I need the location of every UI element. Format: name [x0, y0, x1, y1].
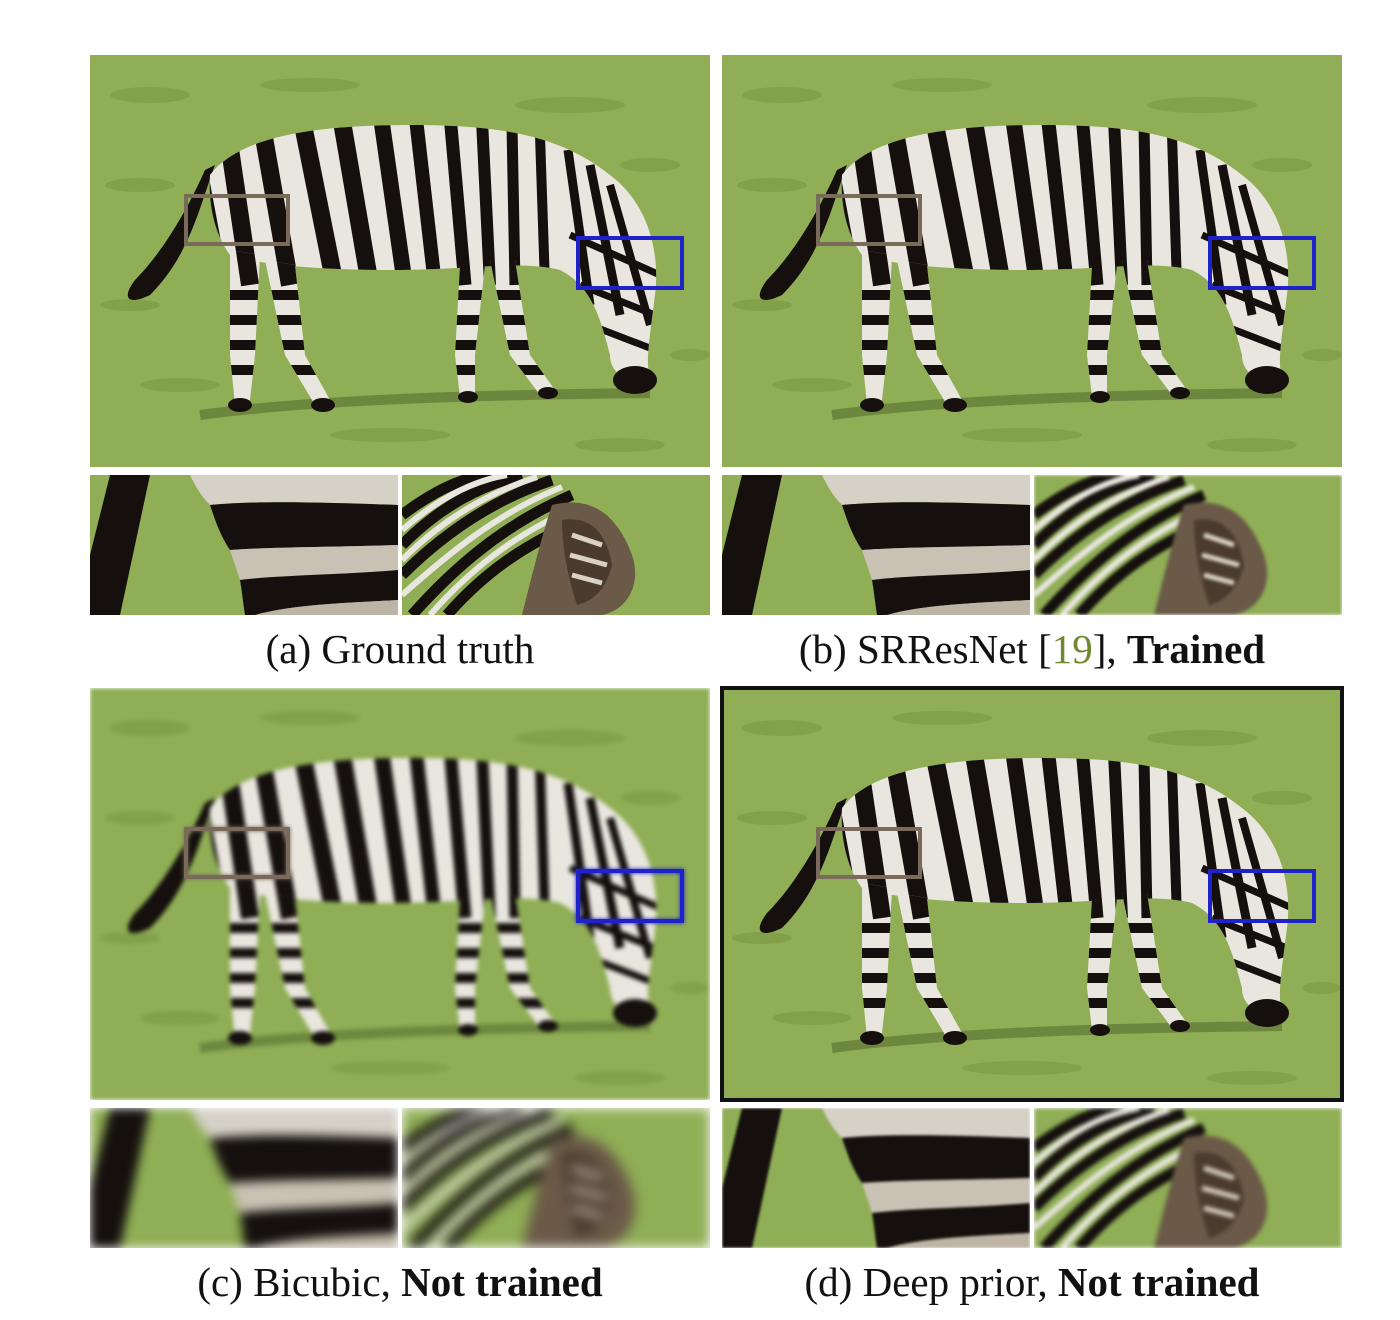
zebra-image-bicubic	[90, 688, 710, 1100]
zoom-crop-rump	[722, 475, 1030, 615]
caption-a: (a) Ground truth	[265, 626, 535, 672]
figure-panel-b: (b) SRResNet [19], Trained	[722, 55, 1342, 675]
figure-panel-d: (d) Deep prior, Not trained	[720, 686, 1344, 1308]
zoom-crop-rump	[90, 475, 398, 615]
zoom-crop-head	[1034, 475, 1342, 615]
citation-link[interactable]: 19	[1051, 626, 1093, 672]
figure-panel-c: (c) Bicubic, Not trained	[90, 688, 710, 1308]
zebra-image-ground-truth	[90, 55, 710, 467]
figure-panel-a: (a) Ground truth	[90, 55, 710, 675]
caption-c: (c) Bicubic, Not trained	[197, 1259, 603, 1305]
zoom-crop-head	[402, 475, 710, 615]
zebra-image-srresnet	[722, 55, 1342, 467]
zoom-crop-head	[1034, 1108, 1342, 1248]
zoom-crop-rump	[90, 1108, 398, 1248]
zoom-crop-head	[402, 1108, 710, 1248]
zebra-image-deep-prior	[720, 686, 1344, 1102]
caption-d: (d) Deep prior, Not trained	[804, 1259, 1260, 1305]
caption-b: (b) SRResNet [19], Trained	[798, 626, 1266, 672]
zoom-crop-rump	[722, 1108, 1030, 1248]
